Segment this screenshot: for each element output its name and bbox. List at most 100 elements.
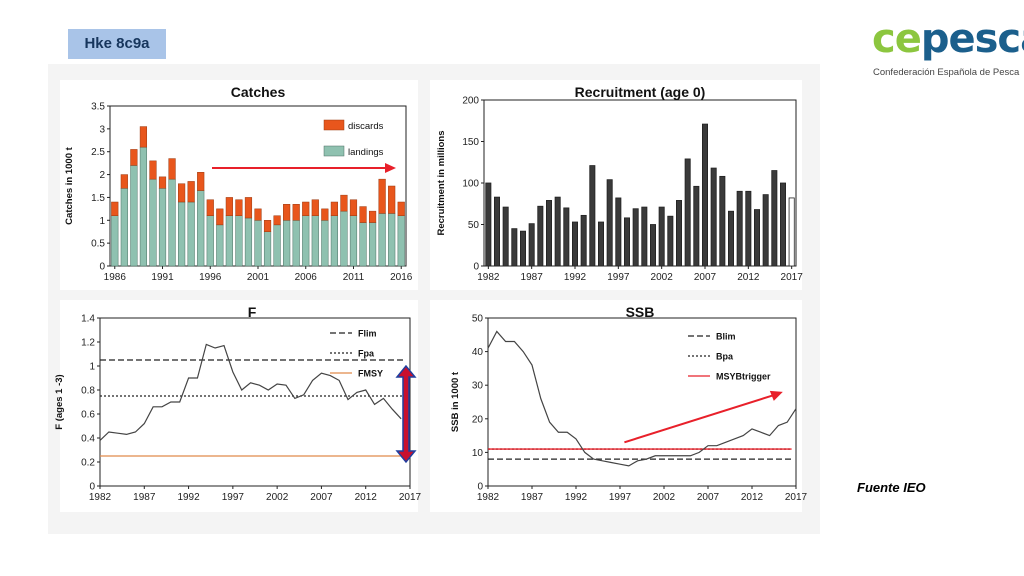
catches-bar-discards [158, 176, 167, 189]
recruitment-x-tick-label: 2012 [737, 272, 760, 283]
source-note: Fuente IEO [857, 480, 926, 495]
fishing-mortality-legend-label-flim: Flim [358, 329, 377, 339]
catches-bar-discards [292, 204, 300, 221]
ssb-y-tick-label: 50 [472, 314, 484, 325]
recruitment-bar [615, 197, 622, 267]
fishing-mortality-y-tick-label: 1.4 [81, 314, 95, 325]
logo-word-ce: ce [872, 16, 922, 62]
fishing-mortality-y-tick-label: 0.6 [81, 410, 95, 421]
recruitment-bar [771, 170, 778, 267]
fishing-mortality-title: F [248, 304, 257, 320]
catches-bar-discards [283, 204, 291, 221]
ssb-x-tick-label: 1992 [565, 492, 588, 503]
catches-y-tick-label: 2.5 [91, 147, 105, 158]
recruitment-bar [728, 210, 735, 267]
recruitment-bar [537, 205, 544, 267]
catches-y-tick-label: 3 [99, 124, 105, 135]
catches-bar-discards [311, 199, 319, 216]
ssb-y-axis-label: SSB in 1000 t [450, 371, 461, 432]
fishing-mortality-x-tick-label: 2017 [399, 492, 422, 503]
catches-bar-landings [263, 231, 272, 267]
catches-bar-discards [263, 220, 272, 232]
catches-y-tick-label: 2 [99, 170, 105, 181]
catches-bar-landings [244, 217, 253, 267]
catches-bar-landings [397, 215, 405, 267]
fishing-mortality-x-tick-label: 1982 [89, 492, 112, 503]
recruitment-bar [710, 167, 717, 267]
catches-bar-discards [178, 183, 186, 203]
recruitment-bar [667, 215, 674, 267]
catches-bar-discards [254, 208, 262, 221]
catches-bar-discards [349, 199, 358, 216]
catches-bar-landings [349, 215, 358, 267]
catches-x-tick-label: 2016 [390, 272, 413, 283]
catches-bar-discards [139, 126, 148, 148]
catches-bar-discards [120, 174, 128, 189]
catches-bar-landings [225, 215, 233, 267]
catches-bar-discards [340, 194, 348, 212]
catches-y-tick-label: 0 [99, 262, 105, 273]
logo-wordmark: cepesca [872, 16, 1024, 62]
catches-bar-discards [225, 197, 233, 216]
recruitment-bar [754, 209, 761, 267]
catches-bar-landings [216, 224, 224, 267]
logo-subtitle: Confederación Española de Pesca [873, 67, 1020, 78]
ssb-x-tick-label: 2017 [785, 492, 808, 503]
catches-bar-landings [158, 188, 167, 267]
catches-bar-landings [311, 215, 319, 267]
cepesca-logo: cepesca Confederación Española de Pesca [870, 16, 1024, 82]
catches-bar-landings [178, 201, 186, 267]
ssb-y-tick-label: 0 [477, 482, 483, 493]
fishing-mortality-y-tick-label: 1.2 [81, 338, 95, 349]
recruitment-x-tick-label: 2007 [694, 272, 717, 283]
catches-bar-landings [330, 215, 338, 267]
catches-bar-landings [139, 146, 148, 267]
recruitment-bar [563, 207, 570, 267]
ssb-x-tick-label: 2012 [741, 492, 764, 503]
ssb-y-tick-label: 10 [472, 448, 484, 459]
recruitment-bar [702, 123, 709, 267]
recruitment-bar [676, 200, 683, 267]
ssb-title: SSB [626, 304, 655, 320]
stock-tag: Hke 8c9a [68, 29, 166, 59]
ssb-x-tick-label: 1997 [609, 492, 632, 503]
fishing-mortality-x-tick-label: 1997 [222, 492, 245, 503]
recruitment-bar [580, 214, 587, 267]
catches-bar-discards [273, 215, 281, 226]
recruitment-bar [788, 197, 795, 267]
catches-bar-discards [235, 199, 243, 216]
catches-bar-landings [302, 215, 310, 267]
catches-bar-discards [368, 210, 377, 223]
recruitment-bar [736, 190, 743, 267]
fishing-mortality-x-tick-label: 2007 [310, 492, 333, 503]
catches-bar-landings [206, 215, 214, 267]
recruitment-y-tick-label: 200 [462, 96, 479, 107]
fishing-mortality-x-tick-label: 2002 [266, 492, 289, 503]
catches-bar-landings [254, 220, 262, 267]
catches-y-tick-label: 0.5 [91, 239, 105, 250]
fishing-mortality-legend-label-fmsy: FMSY [358, 369, 383, 379]
catches-y-tick-label: 3.5 [91, 102, 105, 113]
catches-bar-discards [130, 149, 138, 166]
catches-x-tick-label: 1996 [199, 272, 222, 283]
catches-legend-discards-swatch [323, 119, 345, 131]
recruitment-bar [485, 182, 492, 267]
catches-bar-landings [130, 165, 138, 267]
ssb-x-tick-label: 1982 [477, 492, 500, 503]
recruitment-x-tick-label: 2017 [781, 272, 804, 283]
fishing-mortality-panel [60, 300, 418, 512]
ssb-legend-label-blim: Blim [716, 332, 736, 342]
fishing-mortality-y-axis-label: F (ages 1 -3) [54, 374, 65, 429]
recruitment-bar [780, 182, 787, 267]
recruitment-bar [554, 196, 561, 267]
recruitment-y-tick-label: 100 [462, 179, 479, 190]
recruitment-y-tick-label: 150 [462, 137, 479, 148]
catches-trend-arrow-head [385, 163, 396, 173]
recruitment-bar [632, 208, 639, 267]
catches-legend-landings-swatch [323, 145, 345, 157]
recruitment-bar [502, 206, 509, 267]
ssb-x-tick-label: 2007 [697, 492, 720, 503]
catches-bar-landings [197, 190, 205, 267]
recruitment-bar [624, 217, 631, 267]
